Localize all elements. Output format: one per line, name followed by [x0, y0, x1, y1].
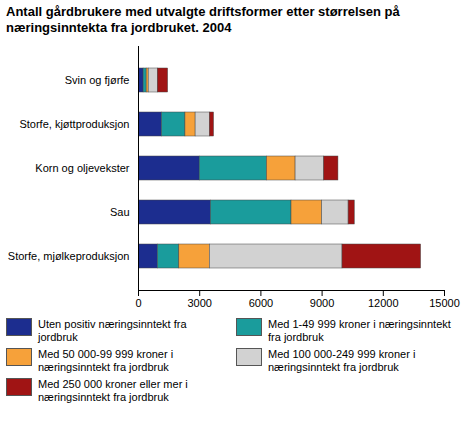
- svg-text:9000: 9000: [310, 297, 334, 309]
- html-text:Med 100 000-249 999 kroner i n: Med 100 000-249 999 kroner i næringsinnt…: [268, 348, 416, 373]
- svg-text:12000: 12000: [368, 297, 399, 309]
- svg-text:Svin og fjørfe: Svin og fjørfe: [65, 74, 130, 86]
- html-text:Med 50 000-99 999 kroner i nær: Med 50 000-99 999 kroner i næringsinntek…: [38, 348, 174, 373]
- svg-text:Storfe, mjølkeproduksjon: Storfe, mjølkeproduksjon: [8, 250, 130, 262]
- svg-text:15000: 15000: [429, 297, 460, 309]
- html-text:Uten positiv næringsinntekt fr: Uten positiv næringsinntekt fra jordbruk: [38, 318, 187, 343]
- svg-text:Korn og oljevekster: Korn og oljevekster: [35, 162, 129, 174]
- svg-text:Sau: Sau: [110, 206, 130, 218]
- svg-text:6000: 6000: [249, 297, 273, 309]
- svg-text:0: 0: [135, 297, 141, 309]
- html-text:Antall gårdbrukere med utvalgt: Antall gårdbrukere med utvalgte driftsfo…: [6, 4, 400, 35]
- html-text:Med 1-49 999 kroner i næringsi: Med 1-49 999 kroner i næringsinntekt fra…: [268, 318, 451, 343]
- svg-text:Storfe, kjøttproduksjon: Storfe, kjøttproduksjon: [19, 118, 129, 130]
- html-text:Med 250 000 kroner eller mer i: Med 250 000 kroner eller mer i næringsin…: [38, 378, 188, 403]
- svg-text:3000: 3000: [187, 297, 211, 309]
